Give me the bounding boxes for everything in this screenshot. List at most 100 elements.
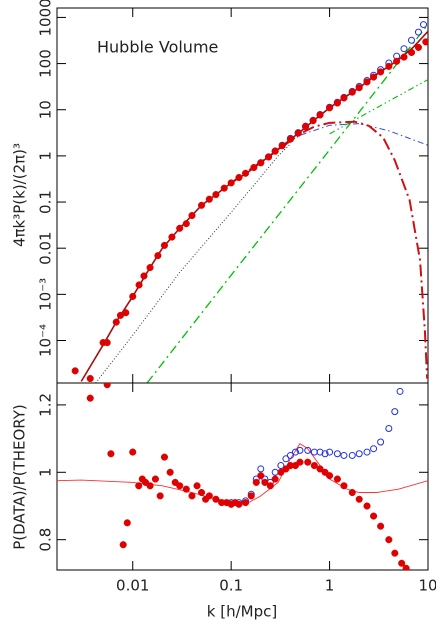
data-point [286,451,294,459]
data-point [266,482,274,490]
data-point [294,129,302,137]
data-point [363,448,371,456]
data-point [252,478,260,486]
data-point [257,159,265,167]
data-point [282,455,290,463]
data-point [340,451,348,459]
data-point [103,339,111,347]
data-point [197,488,206,497]
data-point [103,383,111,389]
data-point [241,499,250,507]
data-point [377,68,385,76]
data-point [160,241,169,249]
data-point [333,475,341,483]
data-point [257,472,265,480]
data-point [310,461,318,470]
data-point [188,492,196,500]
data-point [402,564,410,570]
data-point [166,468,174,476]
data-point [271,468,279,476]
curve [329,79,428,135]
data-point [370,512,378,520]
data-point [119,541,127,549]
data-point [129,292,137,301]
data-point [414,28,422,36]
x-tick-label: 1 [325,577,335,595]
data-point [151,475,159,483]
data-point [377,438,385,446]
data-point [355,495,363,503]
data-point [107,450,115,458]
curve [80,30,428,382]
y-tick-label: 100 [37,49,55,78]
data-point [414,43,423,51]
data-point [355,450,363,458]
y-tick-label: 1 [37,151,55,161]
plot-area [57,383,428,570]
y-tick-label: 1 [37,468,55,478]
data-point [122,309,130,317]
data-point [291,448,299,456]
data-point [182,220,190,228]
data-point [316,448,324,456]
data-point [302,123,310,131]
data-point [168,233,176,241]
data-point [396,387,404,395]
data-point [212,495,220,503]
y-tick-label: 10⁻³ [37,278,55,311]
data-point [135,482,143,490]
data-point [355,84,363,92]
data-point [316,111,324,119]
data-point [271,475,279,483]
x-axis-title: k [h/Mpc] [207,603,277,621]
y-tick-label: 0.01 [37,231,55,264]
data-point [310,448,318,456]
data-point [271,147,279,155]
x-tick-label: 10 [418,577,436,595]
data-point [385,536,393,544]
data-point [333,99,341,107]
data-point [393,57,401,65]
data-point [193,482,201,490]
data-point [391,549,399,557]
data-point [250,163,258,172]
data-point [257,465,265,473]
data-point [304,446,312,454]
data-point [205,195,213,203]
data-point [235,500,243,508]
curve [277,123,428,151]
data-point [197,201,206,209]
annotation: Hubble Volume [97,38,218,57]
data-point [407,48,416,57]
data-point [129,448,137,456]
data-point [385,424,393,432]
data-point [316,465,324,473]
data-point [154,252,162,260]
y-axis-title: 4πk³P(k)/(2π)³ [11,143,29,247]
data-point [235,173,243,182]
data-point [140,272,148,280]
data-point [422,38,428,46]
data-point [333,450,341,458]
data-point [286,135,294,143]
curve [146,23,428,383]
data-point [156,492,164,500]
data-point [277,462,285,470]
plot-frame [56,382,429,571]
data-point [176,224,184,232]
y-tick-label: 0.1 [37,190,55,214]
data-point [385,62,393,70]
data-point [146,482,154,490]
data-point [112,318,120,326]
data-point [363,78,371,86]
data-point [146,264,154,272]
data-point [309,117,317,125]
data-point [398,559,406,567]
data-point [304,458,312,466]
plot-area [71,21,428,383]
data-point [348,451,356,459]
data-point [123,519,131,527]
curve [95,143,291,383]
data-point [348,488,356,497]
